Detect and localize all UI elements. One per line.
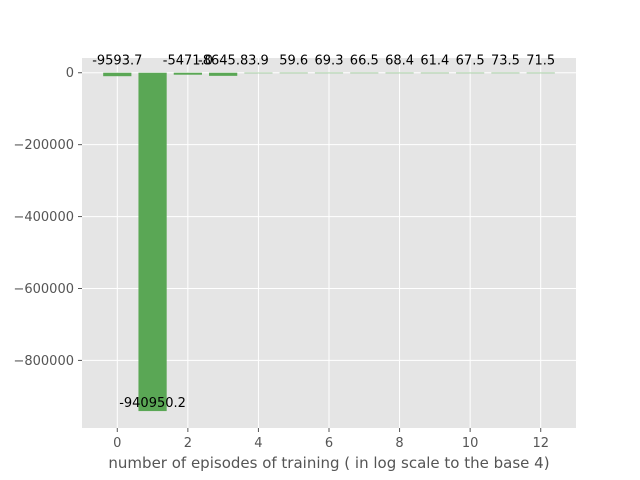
bar bbox=[103, 72, 132, 77]
data-label: -940950.2 bbox=[119, 396, 186, 411]
bar bbox=[244, 72, 273, 74]
x-tick-label: 6 bbox=[325, 436, 333, 451]
data-label: 3.9 bbox=[248, 54, 269, 69]
data-label: -5471.0 bbox=[163, 54, 213, 69]
y-tick-label: −600000 bbox=[13, 282, 74, 297]
bar bbox=[138, 72, 167, 412]
data-label: 61.4 bbox=[420, 54, 449, 69]
data-label: -9593.7 bbox=[92, 54, 142, 69]
bar bbox=[173, 72, 202, 75]
data-label: 66.5 bbox=[350, 54, 379, 69]
data-label: 68.4 bbox=[385, 54, 414, 69]
bar bbox=[526, 72, 555, 74]
y-tick-label: 0 bbox=[66, 66, 74, 81]
bar bbox=[491, 72, 520, 74]
y-tick-label: −400000 bbox=[13, 210, 74, 225]
bar bbox=[385, 72, 414, 74]
data-label: 67.5 bbox=[456, 54, 485, 69]
bar bbox=[420, 72, 449, 74]
x-tick-label: 2 bbox=[184, 436, 192, 451]
y-axis-ticks: 0 −200000 −400000 −600000 −800000 bbox=[13, 66, 82, 369]
x-tick-label: 12 bbox=[532, 436, 549, 451]
bars bbox=[103, 72, 555, 412]
bar bbox=[314, 72, 344, 74]
x-tick-label: 4 bbox=[254, 436, 262, 451]
bar bbox=[209, 72, 238, 76]
data-label: 59.6 bbox=[279, 54, 308, 69]
data-label: 71.5 bbox=[526, 54, 555, 69]
x-tick-label: 0 bbox=[113, 436, 121, 451]
bar bbox=[279, 72, 308, 74]
data-labels: -9593.7 -940950.2 -5471.0-8645.8 3.9 59.6 69.… bbox=[92, 54, 555, 411]
data-label: 73.5 bbox=[491, 54, 520, 69]
bar bbox=[456, 72, 485, 74]
data-label: -8645.8 bbox=[198, 54, 248, 69]
y-tick-label: −800000 bbox=[13, 354, 74, 369]
bar bbox=[350, 72, 379, 74]
x-axis-title: number of episodes of training ( in log … bbox=[108, 454, 549, 472]
y-tick-label: −200000 bbox=[13, 138, 74, 153]
x-axis-ticks: 0 2 4 6 8 10 12 bbox=[113, 428, 549, 451]
x-tick-label: 10 bbox=[462, 436, 479, 451]
x-tick-label: 8 bbox=[395, 436, 403, 451]
data-label: 69.3 bbox=[315, 54, 344, 69]
